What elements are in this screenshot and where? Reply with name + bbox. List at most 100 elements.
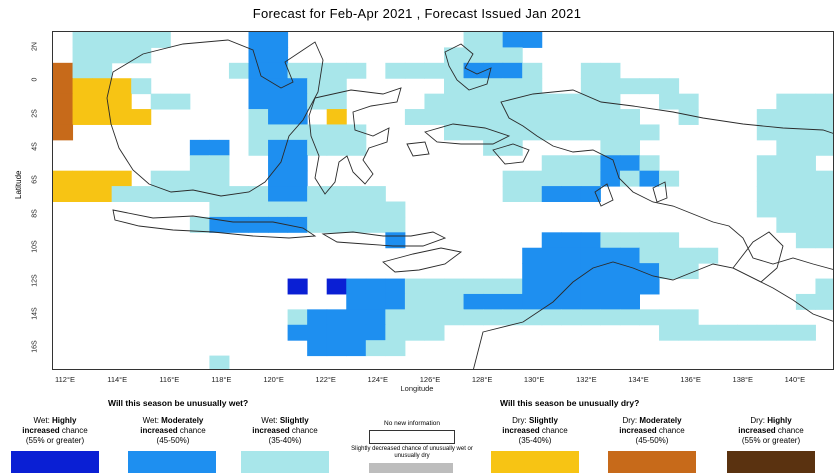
forecast-cell-wet-slight xyxy=(483,93,504,110)
coastline-borneo xyxy=(106,39,324,197)
y-tick-label: 6S xyxy=(31,175,39,185)
forecast-cell-wet-mod xyxy=(268,62,289,79)
forecast-cell-wet-slight xyxy=(248,109,269,125)
forecast-cell-wet-slight xyxy=(659,170,680,187)
forecast-cell-wet-slight xyxy=(424,293,445,310)
y-tick-label: 2N xyxy=(31,41,39,51)
forecast-cell-wet-mod xyxy=(248,32,269,48)
forecast-cell-dry-slight xyxy=(72,93,93,110)
forecast-cell-dry-slight xyxy=(111,109,132,125)
forecast-cell-wet-slight xyxy=(424,62,445,79)
x-tick-label: 120°E xyxy=(263,375,284,384)
forecast-cell-wet-slight xyxy=(326,201,347,218)
forecast-cell-wet-slight xyxy=(698,247,719,264)
coastline-timor xyxy=(382,247,463,273)
forecast-cell-wet-slight xyxy=(600,309,621,326)
legend-wet-moderate: Wet: Moderately increased chance (45-50%… xyxy=(140,416,206,445)
coastline-aru-kai xyxy=(594,181,668,207)
forecast-cell-wet-slight xyxy=(444,278,465,295)
x-tick-label: 140°E xyxy=(784,375,806,384)
forecast-cell-wet-slight xyxy=(756,124,777,141)
coastline-birds-head xyxy=(492,143,530,165)
forecast-cell-wet-slight xyxy=(92,62,113,79)
forecast-cell-wet-mod xyxy=(365,293,386,310)
coastline-java xyxy=(112,209,317,239)
forecast-cell-wet-slight xyxy=(561,170,582,187)
forecast-cell-wet-slight xyxy=(268,201,289,218)
forecast-cell-wet-slight xyxy=(150,93,171,110)
forecast-cell-wet-mod xyxy=(287,155,308,172)
forecast-cell-wet-slight xyxy=(444,93,465,110)
forecast-cell-wet-slight xyxy=(815,293,833,310)
forecast-cell-wet-slight xyxy=(600,62,621,79)
forecast-cell-wet-slight xyxy=(659,309,680,326)
forecast-cell-wet-mod xyxy=(287,186,308,202)
forecast-cell-wet-mod xyxy=(619,293,640,310)
forecast-cell-wet-slight xyxy=(502,93,523,110)
forecast-cell-wet-slight xyxy=(659,247,680,264)
y-tick-label: 12S xyxy=(31,273,39,287)
forecast-cell-wet-slight xyxy=(209,155,230,172)
forecast-cell-wet-slight xyxy=(326,186,347,202)
forecast-cell-wet-slight xyxy=(815,124,833,141)
forecast-cell-wet-slight xyxy=(639,232,660,249)
forecast-cell-wet-slight xyxy=(795,201,816,218)
forecast-cell-wet-slight xyxy=(365,340,386,357)
forecast-cell-wet-slight xyxy=(444,47,465,64)
forecast-cell-wet-slight xyxy=(678,324,699,341)
forecast-cell-wet-mod xyxy=(619,155,640,172)
forecast-cell-wet-slight xyxy=(326,78,347,95)
forecast-cell-wet-slight xyxy=(756,324,777,341)
forecast-cell-wet-slight xyxy=(131,186,152,202)
forecast-cell-wet-mod xyxy=(463,62,484,79)
forecast-cell-wet-slight xyxy=(228,186,249,202)
forecast-cell-wet-slight xyxy=(815,216,833,233)
forecast-cell-wet-slight xyxy=(815,201,833,218)
forecast-cell-wet-slight xyxy=(346,201,367,218)
forecast-cell-wet-slight xyxy=(756,170,777,187)
forecast-cell-wet-slight xyxy=(580,93,601,110)
forecast-cell-wet-mod xyxy=(307,340,328,357)
forecast-cell-wet-mod xyxy=(639,278,660,295)
x-tick-label: 116°E xyxy=(159,375,180,384)
forecast-cell-wet-slight xyxy=(365,216,386,233)
forecast-cell-wet-mod xyxy=(522,278,543,295)
coastlines xyxy=(106,39,833,369)
forecast-cell-wet-mod xyxy=(580,293,601,310)
legend-dry-slight: Dry: Slightly increased chance (35-40%) xyxy=(502,416,568,445)
forecast-cell-wet-slight xyxy=(92,32,113,48)
forecast-cell-wet-slight xyxy=(776,201,797,218)
forecast-cell-wet-slight xyxy=(678,109,699,125)
forecast-cell-wet-slight xyxy=(522,62,543,79)
forecast-cell-wet-mod xyxy=(541,232,562,249)
forecast-cell-dry-mod xyxy=(53,93,74,110)
x-tick-label: 112°E xyxy=(55,375,75,384)
forecast-cell-dry-slight xyxy=(92,78,113,95)
forecast-cell-wet-slight xyxy=(209,201,230,218)
forecast-cell-wet-slight xyxy=(326,62,347,79)
forecast-cell-wet-slight xyxy=(541,109,562,125)
forecast-cell-wet-slight xyxy=(170,170,191,187)
forecast-cell-wet-slight xyxy=(248,139,269,156)
forecast-cell-wet-slight xyxy=(522,170,543,187)
forecast-cell-wet-slight xyxy=(463,124,484,141)
forecast-cell-wet-slight xyxy=(72,32,93,48)
forecast-cell-wet-slight xyxy=(815,139,833,156)
forecast-cell-wet-slight xyxy=(600,124,621,141)
forecast-cell-wet-slight xyxy=(326,124,347,141)
forecast-cell-wet-mod xyxy=(268,139,289,156)
forecast-cell-dry-slight xyxy=(92,93,113,110)
forecast-cell-wet-mod xyxy=(268,186,289,202)
forecast-cell-wet-mod xyxy=(346,293,367,310)
map-title: Forecast for Feb-Apr 2021 , Forecast Iss… xyxy=(252,6,582,21)
forecast-cell-wet-mod xyxy=(619,247,640,264)
forecast-cell-wet-mod xyxy=(287,93,308,110)
forecast-cell-wet-mod xyxy=(541,247,562,264)
forecast-cell-wet-slight xyxy=(639,155,660,172)
legend-swatch-no-info xyxy=(369,430,455,444)
forecast-cell-wet-slight xyxy=(502,170,523,187)
forecast-cell-wet-slight xyxy=(541,170,562,187)
forecast-cell-wet-slight xyxy=(424,109,445,125)
map-frame xyxy=(52,31,834,370)
coastline-cape-york xyxy=(732,231,784,283)
